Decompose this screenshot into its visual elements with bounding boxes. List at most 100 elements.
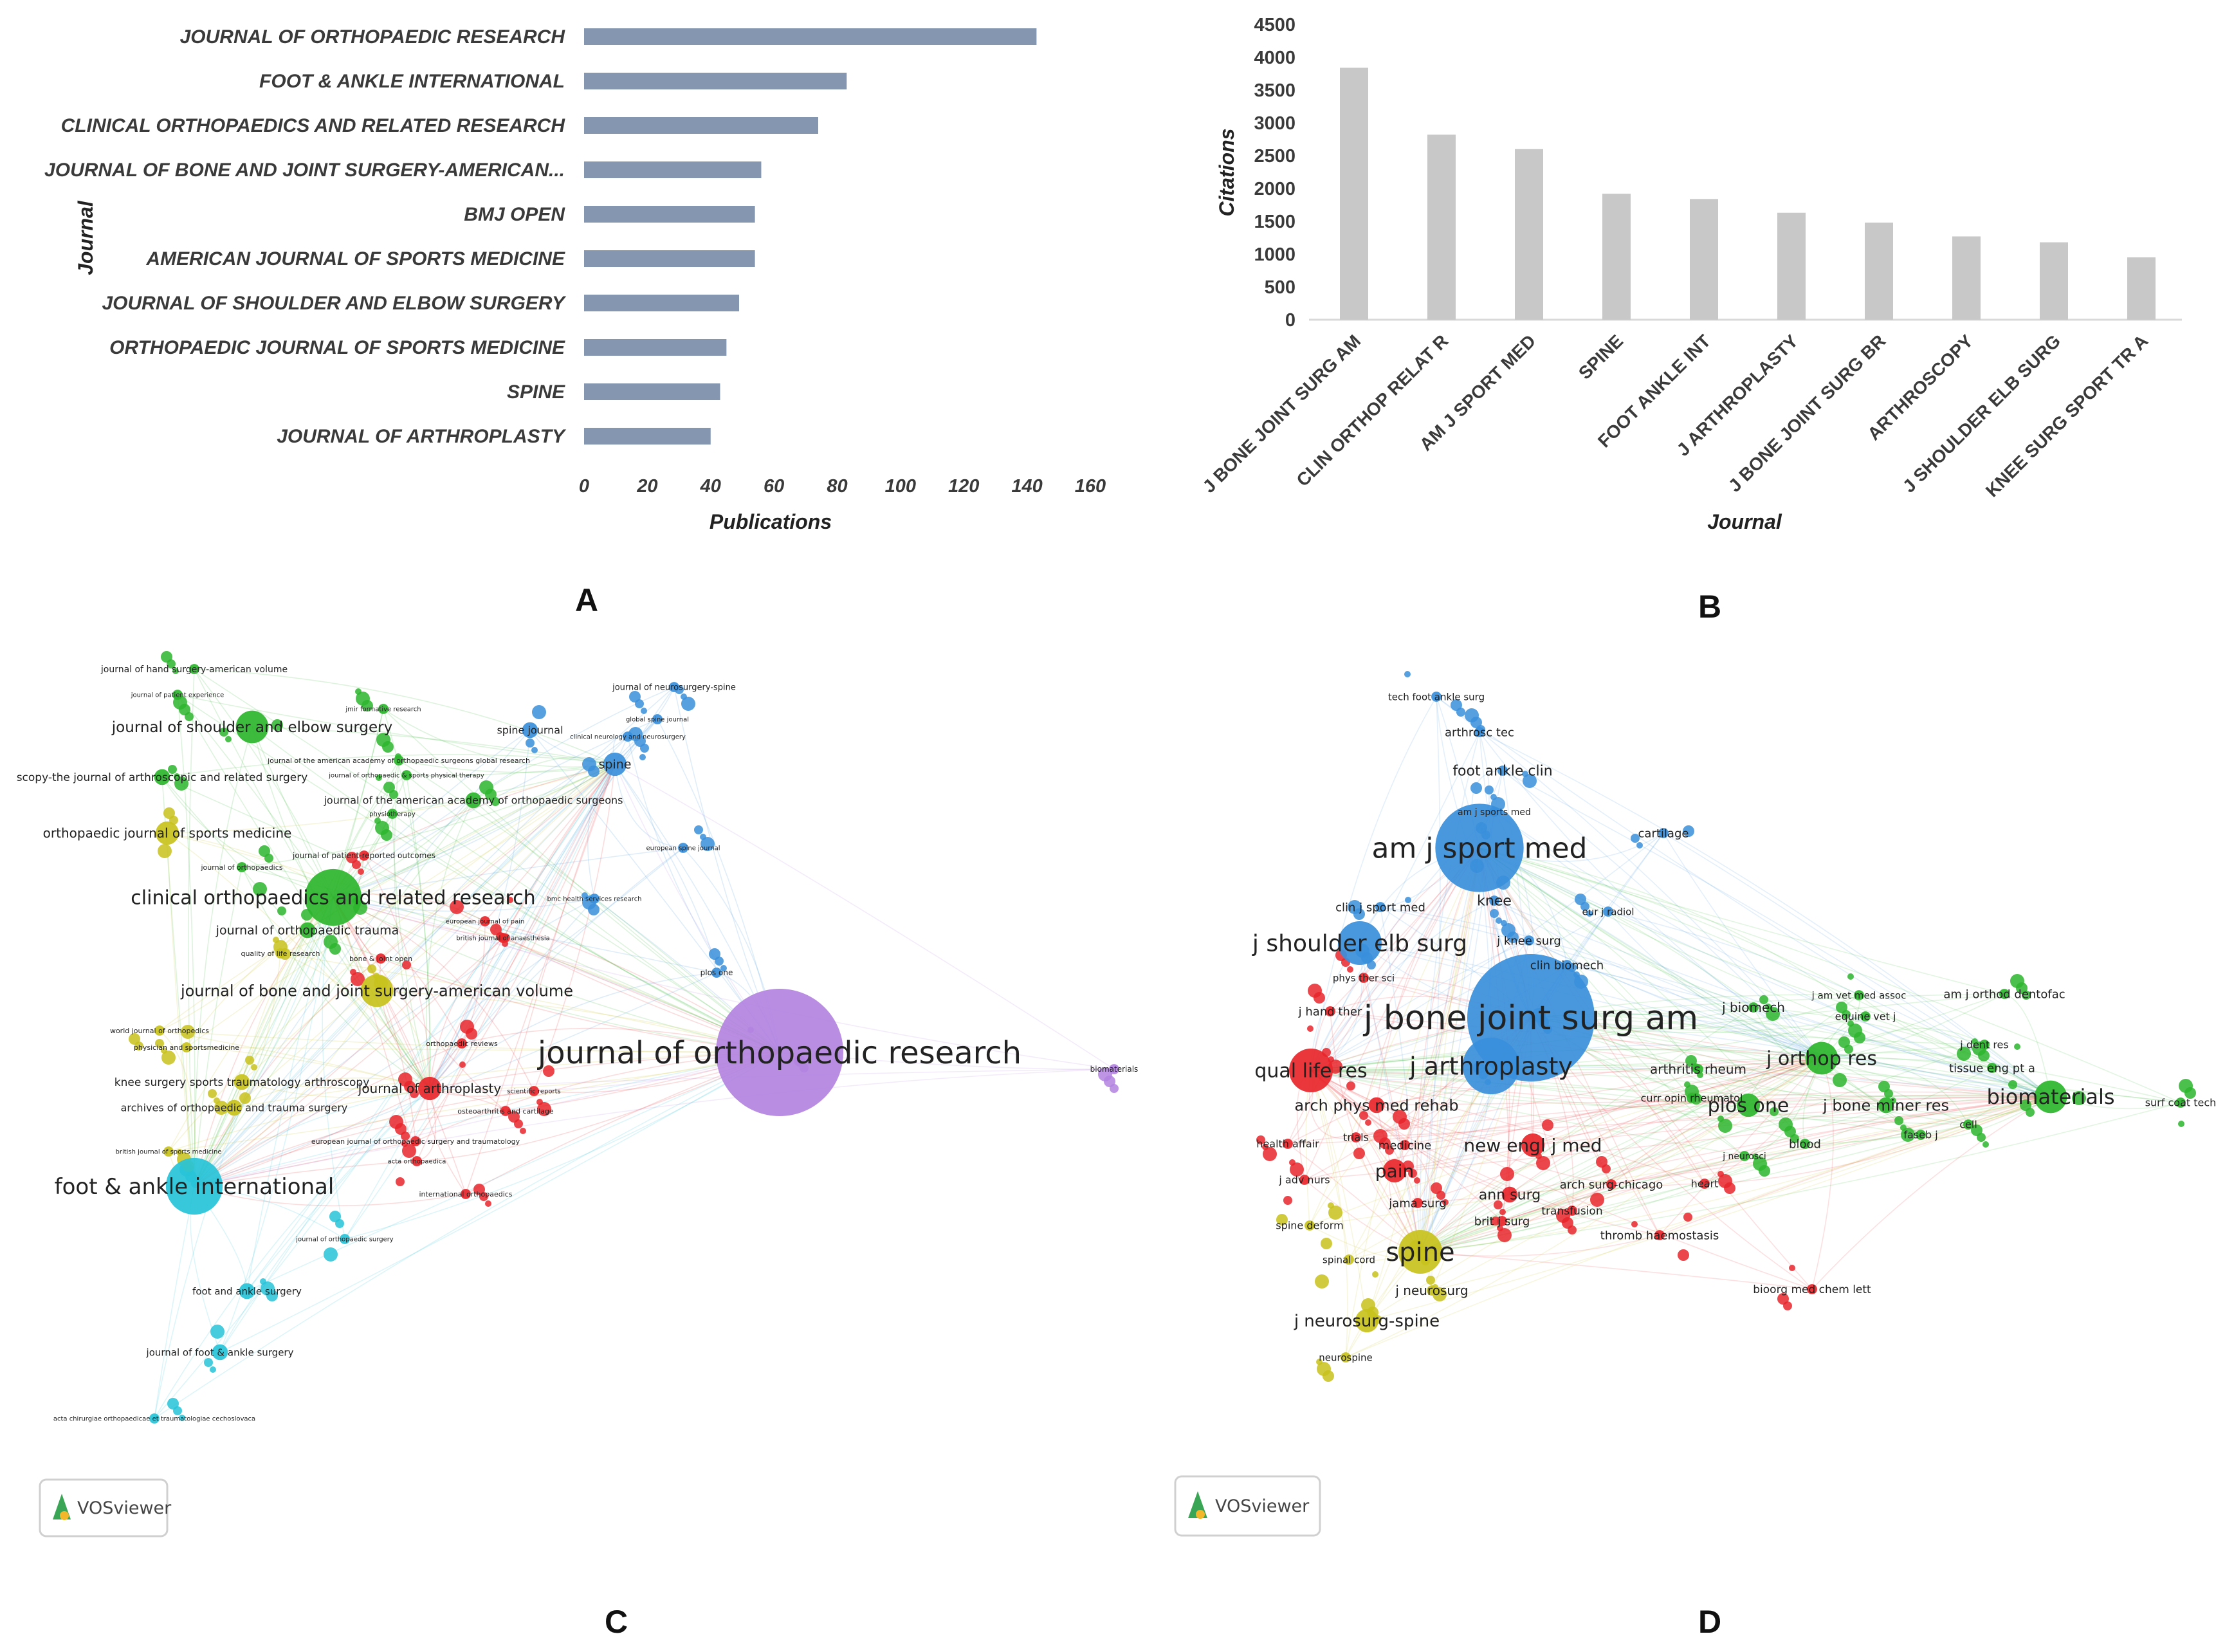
- network-minor-node: [1901, 1128, 1915, 1142]
- network-link: [1310, 940, 1530, 1071]
- network-link: [154, 1186, 195, 1419]
- network-link: [1420, 1097, 1692, 1253]
- network-labels: tech foot ankle surg arthrosc tec foot ank…: [1252, 691, 2216, 1363]
- network-link: [363, 855, 780, 1053]
- panel-letter-a: A: [575, 582, 598, 618]
- network-link: [1287, 1094, 2051, 1144]
- bar-b-2: [1515, 149, 1543, 320]
- node-international-orthopaedics: [461, 1189, 471, 1199]
- node-label: qual life res: [1254, 1060, 1367, 1083]
- network-link: [429, 921, 486, 1089]
- network-nodes: [1283, 692, 2186, 1363]
- network-link: [233, 1052, 780, 1108]
- category-label-b: J SHOULDER ELB SURG: [1899, 331, 2064, 496]
- network-link: [1431, 1058, 1822, 1291]
- network-minor-node: [1426, 1276, 1435, 1285]
- node-label: journal of orthopaedic trauma: [215, 924, 399, 938]
- network-link: [1355, 1096, 2051, 1138]
- node-label: foot ankle clin: [1452, 764, 1552, 780]
- vosviewer-badge-d: VOSviewer: [1174, 1475, 1321, 1537]
- network-link: [1310, 1058, 1822, 1075]
- network-minor-node: [161, 1047, 167, 1054]
- node-label: arch surg-chicago: [1560, 1178, 1663, 1191]
- y-tick-label-b: 3000: [1254, 113, 1296, 134]
- network-minor-node: [2179, 1079, 2193, 1093]
- network-link: [1821, 1058, 1993, 1069]
- network-link: [392, 813, 430, 1089]
- network-minor-node: [1346, 1081, 1355, 1090]
- network-link: [1310, 1070, 1612, 1185]
- bar-a-9: [584, 428, 711, 445]
- network-link: [1310, 1070, 1368, 1321]
- network-link: [333, 847, 684, 898]
- network-minor-node: [460, 1020, 474, 1034]
- bar-a-5: [584, 250, 755, 267]
- network-link: [168, 897, 334, 1152]
- network-link: [194, 764, 616, 1187]
- network-minor-node: [1683, 825, 1694, 837]
- network-minor-node: [532, 705, 546, 719]
- network-link: [1479, 847, 1985, 1045]
- network-minor-node: [1465, 708, 1479, 722]
- network-link: [2004, 993, 2051, 1097]
- category-label-b: CLIN ORTHOP RELAT R: [1292, 331, 1452, 490]
- network-link: [1287, 847, 1480, 1144]
- node-label: jama surg: [1388, 1197, 1447, 1210]
- node-journal-of-orthopaedic-surgery: [340, 1234, 350, 1244]
- network-link: [1420, 1143, 1806, 1253]
- network-minor-node: [398, 1072, 412, 1087]
- network-minor-node: [1631, 1221, 1638, 1227]
- network-link: [1394, 1058, 1822, 1171]
- network-link: [194, 668, 430, 1089]
- node-acta-orthopaedica: [412, 1156, 422, 1166]
- category-label-a: JOURNAL OF ARTHROPLASTY: [277, 426, 567, 447]
- network-minor-node: [2008, 1080, 2017, 1089]
- network-minor-node: [1752, 1153, 1759, 1160]
- network-link: [333, 897, 535, 1092]
- vosviewer-badge-c: VOSviewer: [39, 1478, 172, 1537]
- network-link: [333, 764, 616, 898]
- y-axis-title-a: Journal: [74, 200, 97, 275]
- category-label-b: J BONE JOINT SURG AM: [1199, 331, 1365, 497]
- network-link: [429, 686, 675, 1089]
- network-minor-node: [383, 782, 395, 793]
- network-minor-node: [172, 668, 179, 674]
- network-link: [1394, 1096, 2051, 1171]
- category-label-a: ORTHOPAEDIC JOURNAL OF SPORTS MEDICINE: [109, 337, 565, 358]
- bar-b-1: [1427, 134, 1456, 320]
- network-link: [1310, 1070, 1503, 1222]
- node-label: biomaterials: [1986, 1085, 2114, 1109]
- network-link: [1310, 731, 1480, 1071]
- network-minor-node: [507, 897, 513, 903]
- network-minor-node: [2178, 1121, 2184, 1127]
- network-link: [1479, 847, 1822, 1059]
- node-biomaterials: [2034, 1080, 2067, 1114]
- node-bone-joint-open: [376, 953, 386, 964]
- network-minor-node: [1497, 1228, 1512, 1242]
- network-link: [1611, 1058, 1822, 1185]
- network-link: [252, 726, 616, 765]
- network-link: [333, 897, 780, 1053]
- network-link: [1417, 1058, 1822, 1204]
- node-label: scopy-the journal of arthroscopic and re…: [17, 771, 308, 784]
- node-label: brit j surg: [1474, 1215, 1530, 1228]
- node-label: journal of bone and joint surgery-americ…: [180, 982, 573, 1000]
- node-label: tissue eng pt a: [1949, 1061, 2035, 1075]
- node-label: j biomech: [1721, 1000, 1785, 1015]
- y-tick-label-b: 1000: [1254, 244, 1296, 265]
- network-link: [1479, 847, 1749, 1106]
- network-minor-node: [351, 972, 365, 986]
- node-journal-of-patient-experience: [172, 690, 183, 700]
- node-bmc-health-services-research: [589, 894, 600, 904]
- node-label: am j orthod dentofac: [1943, 987, 2065, 1001]
- network-link: [1704, 1096, 2051, 1184]
- network-link: [1420, 1096, 2051, 1253]
- network-minor-node: [204, 1358, 213, 1367]
- y-tick-label-b: 4500: [1254, 15, 1296, 35]
- network-link: [484, 764, 616, 922]
- node-label: acta orthopaedica: [388, 1159, 446, 1166]
- network-link: [1744, 1096, 2051, 1157]
- x-tick-label-a: 80: [827, 476, 847, 497]
- network-link: [333, 686, 675, 898]
- network-link: [177, 694, 780, 1053]
